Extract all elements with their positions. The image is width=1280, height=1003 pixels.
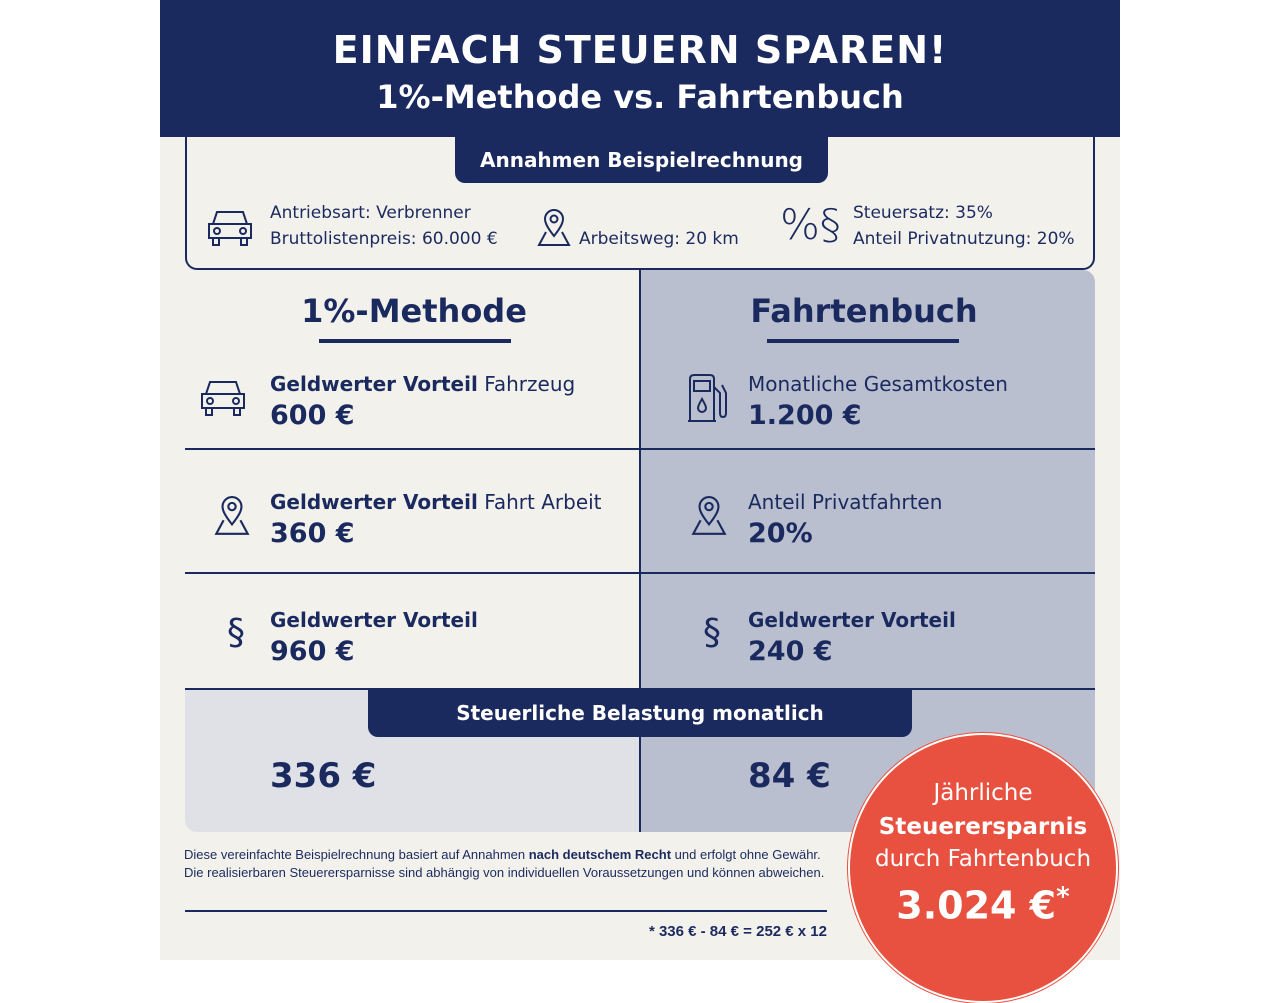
- disclaimer-text: Diese vereinfachte Beispielrechnung basi…: [184, 846, 829, 882]
- savings-line2: Steuerersparnis: [878, 814, 1088, 840]
- row-divider: [185, 688, 1095, 690]
- assumptions-box: [185, 130, 1095, 270]
- savings-value: 3.024 €: [896, 883, 1057, 928]
- row-label: Fahrt Arbeit: [477, 490, 602, 514]
- car-icon: [208, 211, 252, 246]
- column-divider: [639, 270, 641, 832]
- left-title-underline: [319, 339, 511, 343]
- row-value: 600 €: [270, 400, 355, 431]
- row-label-bold: Geldwerter Vorteil: [748, 608, 956, 632]
- savings-badge: Jährliche Steuerersparnis durch Fahrtenb…: [848, 733, 1118, 1003]
- map-pin-icon: [691, 496, 727, 535]
- left-row-1: Geldwerter Vorteil Fahrzeug 600 €: [270, 372, 575, 431]
- row-divider: [185, 572, 1095, 574]
- monthly-right-value: 84 €: [748, 756, 831, 796]
- monthly-badge: Steuerliche Belastung monatlich: [368, 690, 912, 737]
- paragraph-icon: §: [227, 612, 245, 653]
- savings-line1: Jährliche: [933, 780, 1033, 806]
- disclaimer-bold: nach deutschem Recht: [528, 847, 672, 862]
- paragraph-icon: §: [703, 612, 721, 653]
- row-label-bold: Geldwerter Vorteil: [270, 372, 478, 396]
- assumption-tax: Steuersatz: 35% Anteil Privatnutzung: 20…: [853, 200, 1075, 252]
- footer-divider: [185, 910, 827, 912]
- car-icon: [201, 381, 245, 416]
- row-value: 960 €: [270, 636, 355, 667]
- left-row-2: Geldwerter Vorteil Fahrt Arbeit 360 €: [270, 490, 602, 549]
- row-label-bold: Geldwerter Vorteil: [270, 490, 478, 514]
- right-title-underline: [767, 339, 959, 343]
- map-pin-icon: [537, 209, 571, 246]
- row-divider: [185, 448, 1095, 450]
- footnote-mark: *: [1056, 882, 1070, 912]
- monthly-left-value: 336 €: [270, 756, 377, 796]
- right-row-3: Geldwerter Vorteil 240 €: [748, 608, 956, 667]
- assumption-tax-rate: Steuersatz: 35%: [853, 203, 993, 223]
- left-column-title: 1%-Methode: [301, 292, 527, 330]
- row-label-bold: Geldwerter Vorteil: [270, 608, 478, 632]
- right-column-title: Fahrtenbuch: [750, 292, 978, 330]
- row-value: 360 €: [270, 518, 355, 549]
- percent-paragraph-icon: %§: [780, 200, 841, 249]
- header: EINFACH STEUERN SPAREN! 1%-Methode vs. F…: [160, 0, 1120, 137]
- row-value: 1.200 €: [748, 400, 862, 431]
- row-label: Monatliche Gesamtkosten: [748, 372, 1008, 396]
- disclaimer-part: und erfolgt ohne Gewähr. Die realisierba…: [184, 847, 825, 880]
- formula-footnote: * 336 € - 84 € = 252 € x 12: [648, 923, 827, 940]
- row-value: 20%: [748, 518, 813, 549]
- map-pin-icon: [214, 496, 250, 535]
- disclaimer-part: Diese vereinfachte Beispielrechnung basi…: [184, 847, 529, 862]
- fuel-pump-icon: [688, 374, 727, 422]
- assumption-drive: Antriebsart: Verbrenner: [270, 203, 471, 223]
- row-label: Anteil Privatfahrten: [748, 490, 943, 514]
- savings-line3: durch Fahrtenbuch: [874, 846, 1092, 872]
- right-row-2: Anteil Privatfahrten 20%: [748, 490, 942, 549]
- assumption-drive-and-price: Antriebsart: Verbrenner Bruttolistenprei…: [270, 200, 498, 252]
- assumptions-badge: Annahmen Beispielrechnung: [455, 137, 828, 183]
- assumption-price: Bruttolistenpreis: 60.000 €: [270, 229, 498, 249]
- row-label: Fahrzeug: [477, 372, 576, 396]
- left-row-3: Geldwerter Vorteil 960 €: [270, 608, 478, 667]
- page-title: EINFACH STEUERN SPAREN!: [332, 28, 948, 72]
- row-value: 240 €: [748, 636, 833, 667]
- assumption-commute: Arbeitsweg: 20 km: [579, 229, 739, 249]
- page-subtitle: 1%-Methode vs. Fahrtenbuch: [376, 78, 904, 116]
- assumption-private-share: Anteil Privatnutzung: 20%: [853, 229, 1075, 249]
- right-row-1: Monatliche Gesamtkosten 1.200 €: [748, 372, 1008, 431]
